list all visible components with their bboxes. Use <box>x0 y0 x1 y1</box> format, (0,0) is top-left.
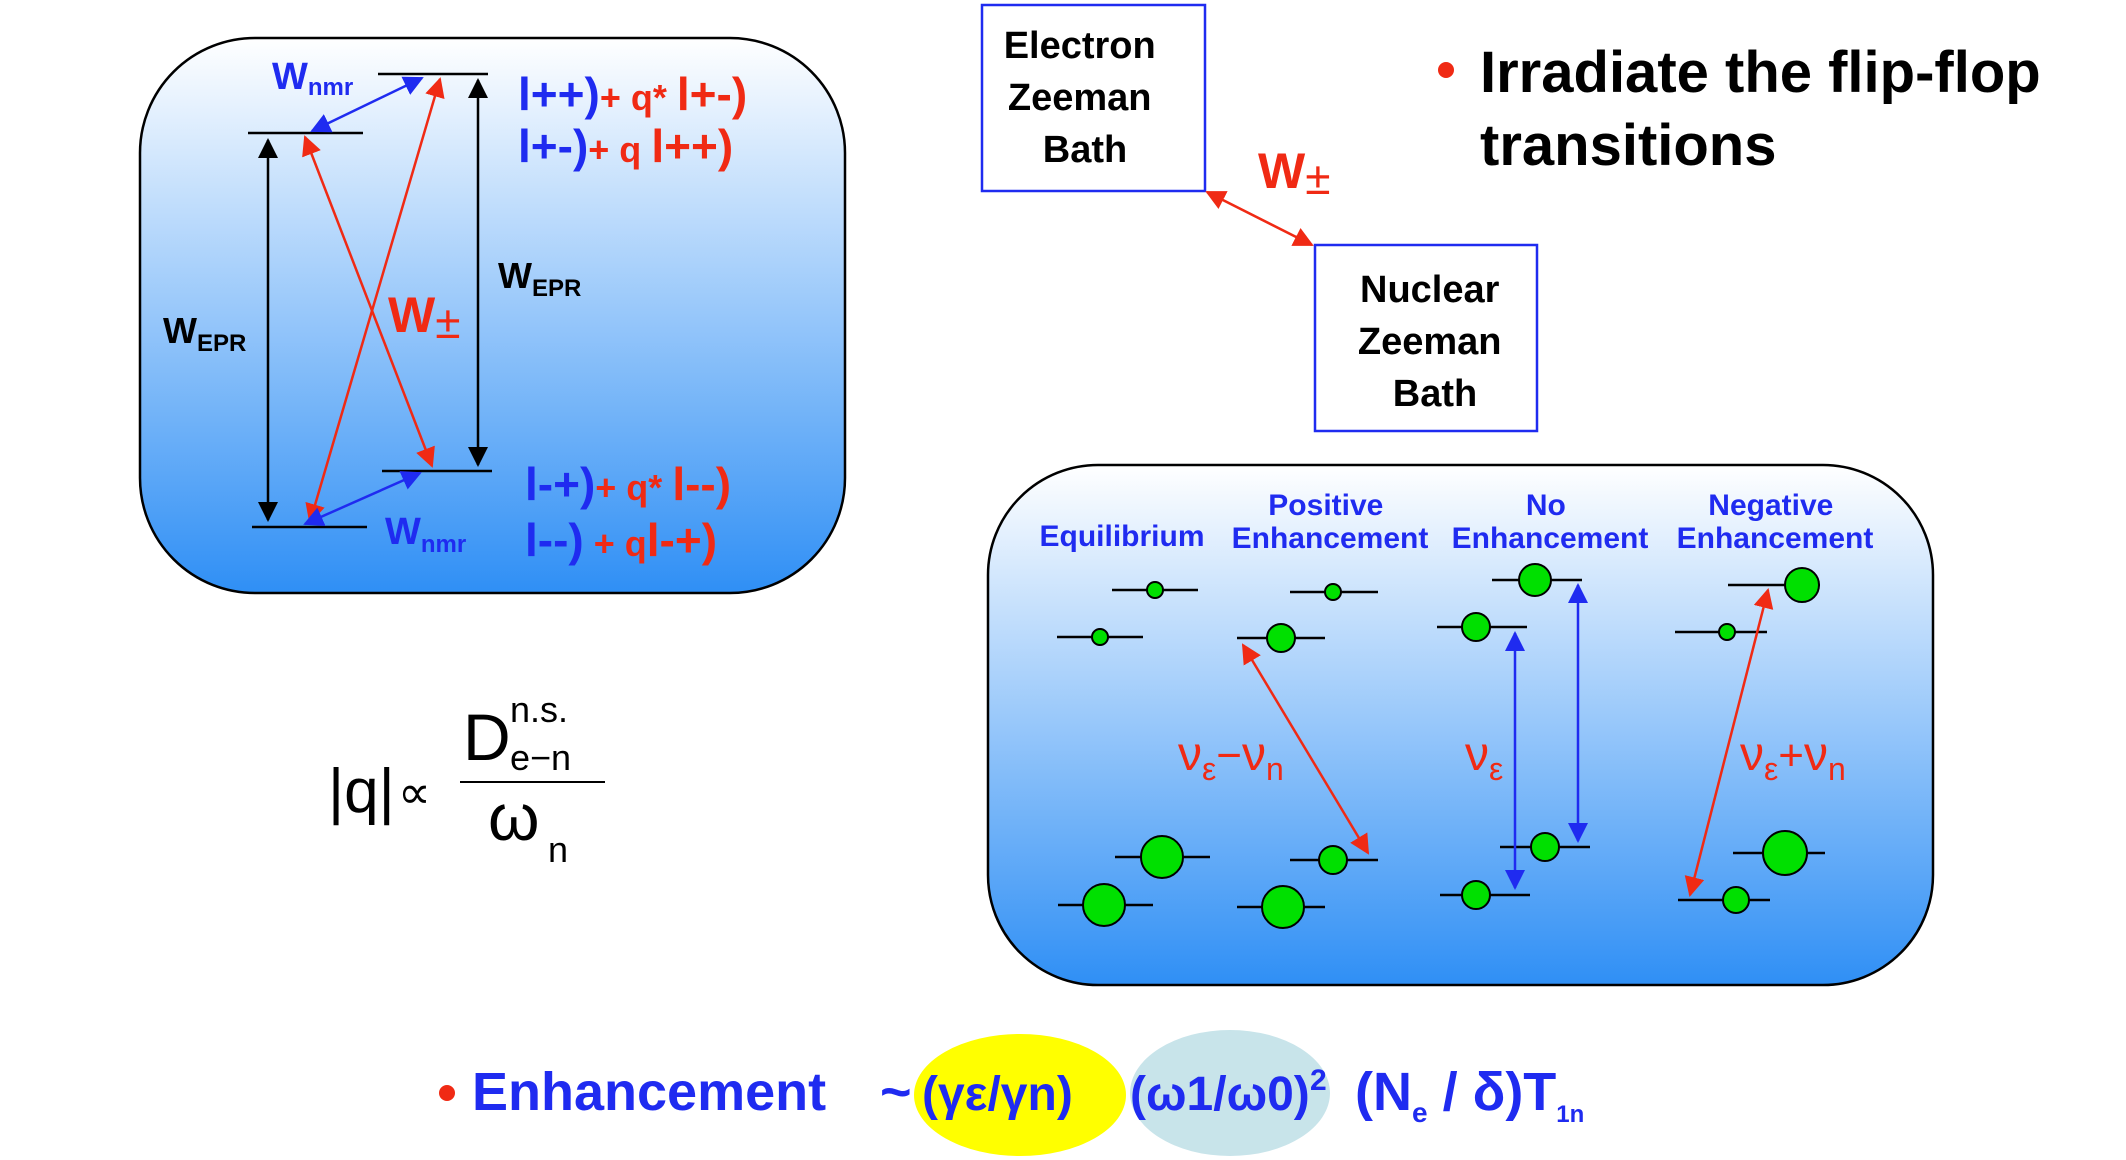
freq-minus-label: νε−νn <box>1178 728 1284 787</box>
wnmr-label-bottom: Wnmr <box>385 511 466 558</box>
wepr-label-right: WEPR <box>498 255 581 302</box>
wnmr-label-top: Wnmr <box>272 56 353 101</box>
no-pop-4 <box>1461 880 1491 910</box>
enhancement-label: Enhancement <box>472 1062 826 1122</box>
gamma-ratio: (γε/γn) <box>922 1068 1073 1121</box>
energy-level-diagram: Wnmr Wnmr WEPR WEPR W± l++)+ q* l+-) l+-… <box>138 36 847 595</box>
nmr-arrow-bottom <box>303 471 422 526</box>
eq-pop-4 <box>1082 883 1126 927</box>
pos-pop-4 <box>1261 885 1305 929</box>
title-positive: Positive Enhancement <box>1232 489 1429 555</box>
nmr-arrow-top <box>310 76 424 133</box>
gamma-highlight <box>914 1034 1126 1156</box>
enhancement-formula: Enhancement ~ (γε/γn) (ω1/ω0) 2 (Ne / δ)… <box>439 1030 1584 1156</box>
title-equilibrium: Equilibrium <box>1040 520 1205 553</box>
wepr-label-left: WEPR <box>163 310 246 357</box>
wpm-label-diagram: W± <box>388 287 460 348</box>
neg-pop-3 <box>1762 830 1808 876</box>
bath-link-label: W± <box>1258 143 1330 204</box>
no-pop-1 <box>1518 563 1552 597</box>
eq-pop-2 <box>1091 628 1109 646</box>
bullet-irradiate: Irradiate the flip-flop transitions <box>1438 40 2041 178</box>
title-no: No Enhancement <box>1452 489 1649 555</box>
nuclear-bath-label: Nuclear Zeeman Bath <box>1358 269 1512 415</box>
omega-ratio: (ω1/ω0) <box>1130 1068 1310 1121</box>
bullet-top-line-2: transitions <box>1480 113 1777 178</box>
abs-q: |q| <box>328 757 395 826</box>
bullet-top-line-1: Irradiate the flip-flop <box>1480 40 2041 105</box>
omega-highlight <box>1130 1030 1330 1156</box>
numerator-d: D <box>463 700 511 774</box>
state-ket-1: l++)+ q* l+-) <box>518 68 747 120</box>
flipflop-arrow-2 <box>305 77 445 524</box>
state-ket-2: l+-)+ q l++) <box>518 120 733 172</box>
denominator-omega: ω <box>488 780 540 854</box>
pos-pop-3 <box>1318 845 1348 875</box>
omega-square: 2 <box>1310 1064 1327 1097</box>
eq-pop-3 <box>1140 835 1184 879</box>
population-panel: Equilibrium Positive Enhancement No Enha… <box>986 463 1935 987</box>
bullet-dot-bottom <box>439 1085 455 1101</box>
denominator-sub: n <box>548 829 568 870</box>
bullet-dot-top <box>1438 62 1454 78</box>
neg-flipflop-arrow <box>1684 588 1774 897</box>
electron-bath-label: Electron Zeeman Bath <box>1004 25 1167 171</box>
q-formula: |q| ∝ D n.s. e−n ω n <box>328 689 605 870</box>
neg-pop-4 <box>1722 886 1750 914</box>
neg-pop-2 <box>1718 623 1736 641</box>
state-ket-4: l--) + ql-+) <box>525 514 717 566</box>
eq-pop-1 <box>1146 581 1164 599</box>
pos-pop-1 <box>1324 583 1342 601</box>
no-pop-3 <box>1530 832 1560 862</box>
enhancement-tilde: ~ <box>880 1062 912 1122</box>
proportional-symbol: ∝ <box>398 766 431 818</box>
state-ket-3: l-+)+ q* l--) <box>525 458 731 510</box>
numerator-sup: n.s. <box>510 689 568 730</box>
freq-plus-label: νε+νn <box>1740 728 1846 787</box>
pos-pop-2 <box>1266 623 1296 653</box>
ne-delta-t: (Ne / δ)T1n <box>1355 1062 1584 1128</box>
electron-bath-box <box>980 3 1207 193</box>
pos-flipflop-arrow <box>1241 643 1370 855</box>
numerator-sub: e−n <box>510 737 571 778</box>
neg-pop-1 <box>1784 567 1820 603</box>
nuclear-bath-box <box>1313 243 1539 433</box>
title-negative: Negative Enhancement <box>1677 489 1874 555</box>
freq-e-label: νε <box>1465 728 1503 787</box>
bath-diagram: Electron Zeeman Bath Nuclear Zeeman Bath… <box>980 3 1539 433</box>
energy-diagram-box <box>138 36 847 595</box>
no-pop-2 <box>1461 612 1491 642</box>
bath-link-arrow <box>1205 190 1314 247</box>
